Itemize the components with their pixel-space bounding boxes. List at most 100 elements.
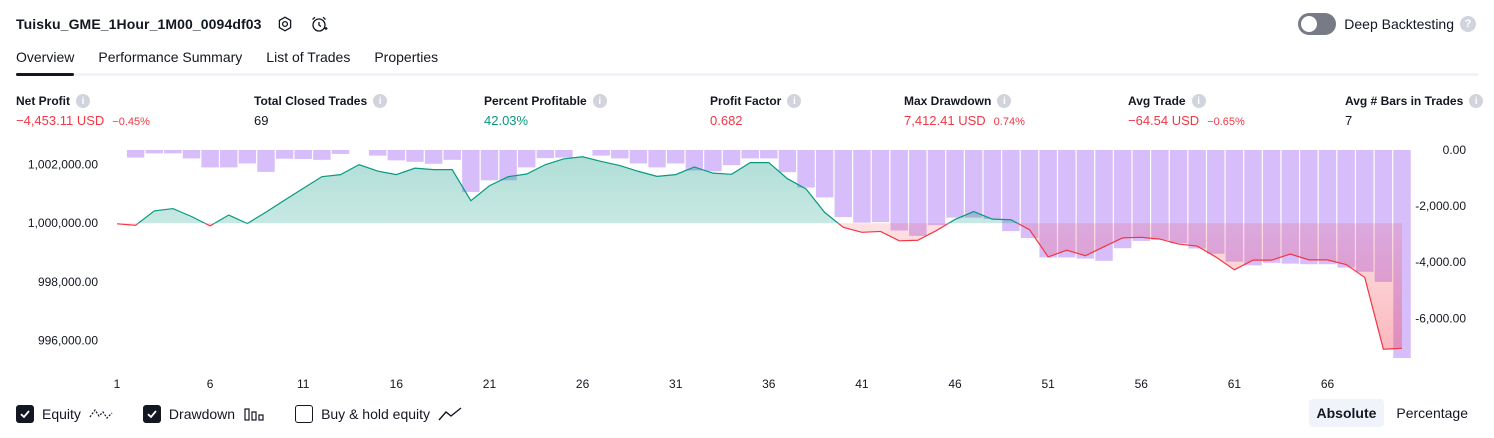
legend-drawdown[interactable]: Drawdown [142, 405, 265, 423]
info-icon[interactable]: i [1469, 94, 1484, 108]
metric-percent: 0.74% [993, 116, 1025, 128]
legend-buy-hold-label: Buy & hold equity [321, 406, 431, 422]
drawdown-bar [238, 150, 257, 164]
tab-list-of-trades[interactable]: List of Trades [266, 49, 351, 65]
x-axis-tick: 61 [1228, 377, 1242, 391]
metric-percent: −0.65% [1207, 116, 1245, 128]
x-axis-tick: 36 [762, 377, 776, 391]
percentage-button[interactable]: Percentage [1396, 405, 1468, 421]
bar-chart-icon [243, 406, 265, 422]
drawdown-bar [964, 150, 983, 218]
equity-line [116, 156, 1403, 350]
metric-label: Percent Profitable [484, 94, 587, 108]
drawdown-bar [760, 150, 778, 159]
info-icon[interactable]: i [592, 94, 607, 108]
checkbox-checked[interactable] [142, 405, 161, 423]
scale-mode-switch: Absolute Percentage [1305, 399, 1477, 427]
metric-label: Avg Trade [1128, 94, 1186, 108]
buy-hold-line-icon [438, 406, 462, 422]
metric-value: 69 [254, 113, 269, 128]
drawdown-bar [294, 150, 312, 159]
equity-line-negative [116, 223, 1403, 350]
left-axis: 1,002,000.00 1,000,000.00 998,000.00 996,00… [28, 158, 98, 348]
right-axis-tick: -4,000.00 [1415, 255, 1466, 269]
drawdown-bar [1002, 150, 1020, 232]
settings-icon[interactable] [274, 13, 296, 35]
drawdown-bar [1151, 150, 1169, 240]
legend-drawdown-label: Drawdown [168, 406, 236, 422]
drawdown-bar [722, 150, 741, 166]
drawdown-bar [369, 150, 387, 156]
equity-fill-negative [117, 223, 1402, 350]
help-icon[interactable]: ? [1460, 16, 1476, 32]
equity-fill [117, 156, 1402, 350]
metric-total-closed-trades: Total Closed Trades i 69 [254, 93, 388, 128]
drawdown-bar [815, 150, 834, 198]
drawdown-bar [462, 150, 480, 193]
left-axis-tick: 1,002,000.00 [28, 158, 98, 172]
right-axis-tick: 0.00 [1443, 143, 1467, 157]
tab-performance-summary[interactable]: Performance Summary [98, 49, 243, 65]
metric-label: Avg # Bars in Trades [1345, 94, 1464, 108]
equity-fill-positive [138, 156, 1018, 224]
drawdown-bar [126, 150, 145, 158]
metric-label: Total Closed Trades [254, 94, 368, 108]
checkbox-checked[interactable] [16, 405, 34, 423]
deep-backtesting-control: Deep Backtesting ? [1298, 12, 1476, 36]
drawdown-bar [685, 150, 704, 171]
drawdown-bar [834, 150, 853, 218]
equity-line-icon [89, 406, 113, 422]
x-axis-tick: 56 [1135, 377, 1149, 391]
metric-max-drawdown: Max Drawdown i 7,412.41 USD 0.74% [904, 93, 1025, 128]
legend-equity[interactable]: Equity [16, 405, 113, 423]
drawdown-bar [741, 150, 759, 159]
report-tabs: Overview Performance Summary List of Tra… [16, 44, 1478, 76]
right-axis-tick: -2,000.00 [1415, 199, 1466, 213]
drawdown-bar [1020, 150, 1039, 239]
drawdown-bar [648, 150, 666, 168]
x-axis-tick: 41 [855, 377, 869, 391]
drawdown-bar [424, 150, 443, 164]
drawdown-bar [499, 150, 517, 181]
drawdown-bar [890, 150, 908, 231]
legend-equity-label: Equity [42, 406, 81, 422]
info-icon[interactable]: i [787, 94, 802, 108]
add-alert-icon[interactable] [308, 13, 330, 35]
metric-percent: −0.45% [112, 116, 150, 128]
drawdown-bar [666, 150, 685, 164]
drawdown-bar [909, 150, 927, 236]
metric-value: 7 [1345, 113, 1353, 128]
drawdown-bar [946, 150, 964, 218]
metric-avg-bars-in-trades: Avg # Bars in Trades i 7 [1345, 93, 1484, 128]
checkbox-unchecked[interactable] [295, 405, 314, 423]
drawdown-bar [518, 150, 536, 168]
drawdown-bar [331, 150, 350, 154]
tab-properties[interactable]: Properties [374, 49, 439, 65]
metric-value: 42.03% [484, 113, 529, 128]
info-icon[interactable]: i [1191, 94, 1206, 108]
info-icon[interactable]: i [373, 94, 388, 108]
absolute-button[interactable]: Absolute [1308, 399, 1385, 427]
legend-buy-hold[interactable]: Buy & hold equity [295, 405, 462, 423]
drawdown-bar [387, 150, 406, 161]
drawdown-bar [853, 150, 871, 223]
drawdown-bar [983, 150, 1001, 220]
metric-avg-trade: Avg Trade i −64.54 USD −0.65% [1128, 93, 1245, 128]
drawdown-bar [313, 150, 331, 160]
drawdown-bar [536, 150, 555, 159]
x-axis-tick: 46 [948, 377, 962, 391]
x-axis-tick: 21 [483, 377, 497, 391]
deep-backtesting-toggle[interactable] [1298, 13, 1337, 35]
drawdown-bar [406, 150, 424, 162]
drawdown-bar [220, 150, 238, 168]
metric-value: −4,453.11 USD [16, 113, 105, 128]
right-axis: 0.00 -2,000.00 -4,000.00 -6,000.00 [1415, 143, 1466, 325]
drawdown-bar [201, 150, 219, 168]
x-axis-tick: 51 [1041, 377, 1055, 391]
x-axis-tick: 31 [669, 377, 683, 391]
tab-overview[interactable]: Overview [16, 44, 75, 76]
info-icon[interactable]: i [997, 94, 1012, 108]
drawdown-bar [927, 150, 946, 226]
metric-value: 0.682 [710, 113, 743, 128]
info-icon[interactable]: i [76, 94, 90, 108]
